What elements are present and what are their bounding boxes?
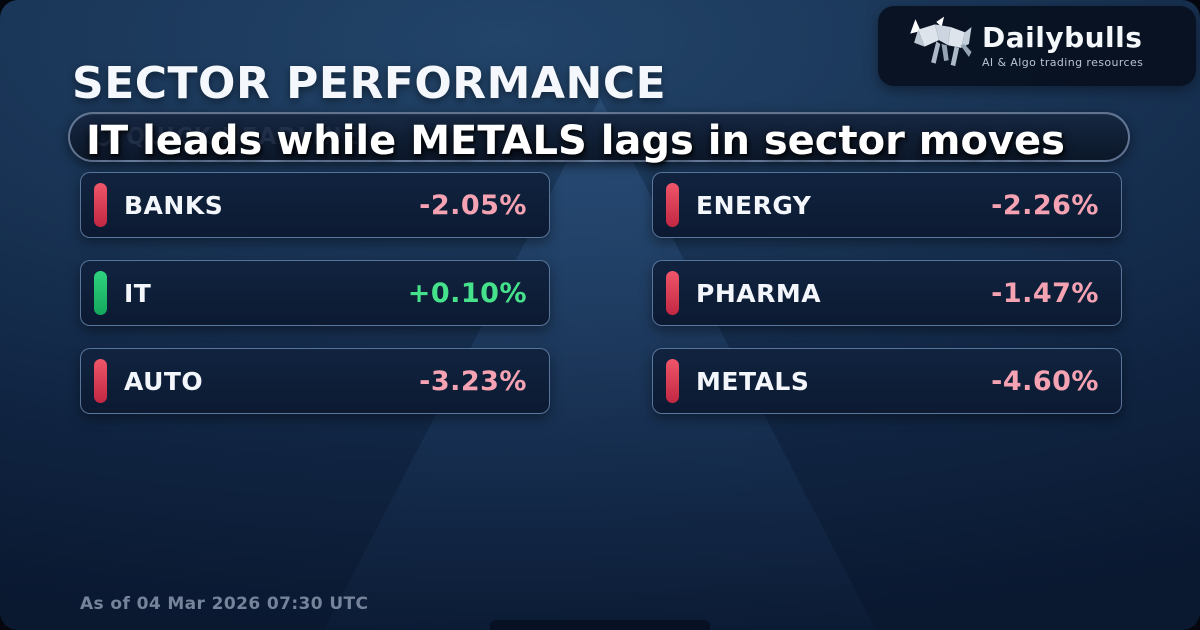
- sector-card-metals: METALS -4.60%: [652, 348, 1122, 414]
- headline-placeholder-icon: [94, 128, 112, 146]
- sector-name: PHARMA: [696, 278, 822, 308]
- sector-change: -2.05%: [419, 189, 527, 221]
- headline-text: IT leads while METALS lags in sector mov…: [86, 118, 1065, 164]
- headline-pill: QUICK HEADLINE: [68, 112, 1130, 162]
- trend-accent-bar: [94, 183, 107, 227]
- sector-name: IT: [124, 278, 152, 308]
- sector-name: METALS: [696, 366, 810, 396]
- sector-name: AUTO: [124, 366, 204, 396]
- brand-tagline: AI & Algo trading resources: [982, 56, 1144, 70]
- as-of-timestamp: As of 04 Mar 2026 07:30 UTC: [80, 594, 369, 614]
- trend-accent-bar: [666, 271, 679, 315]
- headline-placeholder-text: QUICK HEADLINE: [126, 124, 360, 150]
- bottom-shadow-bar: [490, 620, 710, 630]
- trend-accent-bar: [666, 183, 679, 227]
- trend-accent-bar: [94, 271, 107, 315]
- sector-name: BANKS: [124, 190, 224, 220]
- trend-accent-bar: [666, 359, 679, 403]
- sector-change: -3.23%: [419, 365, 527, 397]
- bull-icon: [898, 14, 972, 78]
- sector-card-auto: AUTO -3.23%: [80, 348, 550, 414]
- sector-card-it: IT +0.10%: [80, 260, 550, 326]
- trend-accent-bar: [94, 359, 107, 403]
- sector-change: -4.60%: [991, 365, 1099, 397]
- page-title: SECTOR PERFORMANCE: [72, 58, 667, 109]
- brand-panel: Dailybulls AI & Algo trading resources: [878, 6, 1196, 86]
- brand-name: Dailybulls: [982, 20, 1143, 54]
- sector-name: ENERGY: [696, 190, 812, 220]
- sector-card-energy: ENERGY -2.26%: [652, 172, 1122, 238]
- sector-cards-grid: BANKS -2.05% ENERGY -2.26% IT +0.10% PHA…: [80, 172, 1122, 414]
- sector-change: -1.47%: [991, 277, 1099, 309]
- sector-card-banks: BANKS -2.05%: [80, 172, 550, 238]
- sector-change: -2.26%: [991, 189, 1099, 221]
- sector-card-pharma: PHARMA -1.47%: [652, 260, 1122, 326]
- sector-change: +0.10%: [407, 277, 527, 309]
